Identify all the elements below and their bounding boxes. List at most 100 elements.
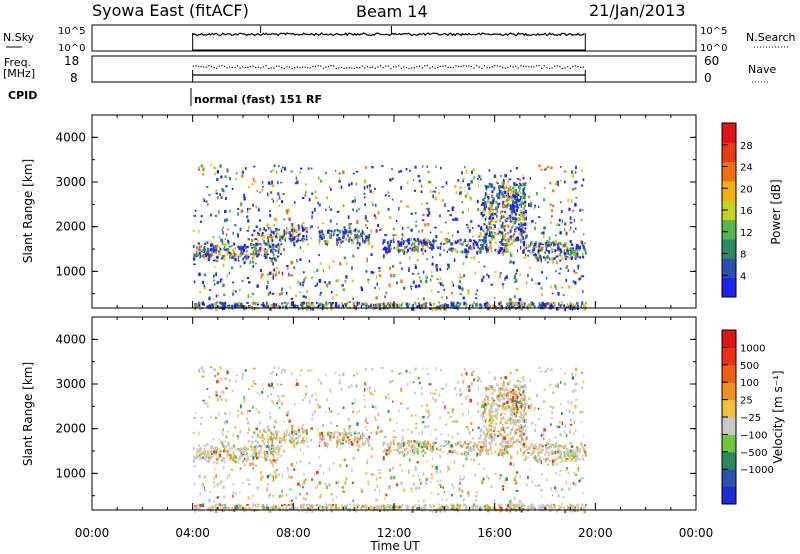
- power-cell: [528, 303, 530, 306]
- power-cell: [581, 255, 584, 259]
- velocity-cell: [522, 445, 526, 449]
- power-cell: [263, 234, 265, 239]
- nave-dot: [247, 66, 249, 69]
- nave-tick-bottom: 0: [704, 71, 712, 85]
- velocity-cell: [487, 509, 490, 513]
- velocity-cell: [215, 509, 218, 513]
- power-cell: [550, 242, 553, 246]
- velocity-cell: [229, 454, 233, 457]
- power-cell: [378, 274, 381, 277]
- nave-dot: [333, 65, 335, 67]
- power-cell: [465, 253, 468, 256]
- velocity-cell: [333, 432, 336, 437]
- power-cell: [541, 293, 543, 296]
- velocity-cell: [556, 382, 560, 385]
- velocity-cell: [571, 505, 575, 509]
- power-cell: [527, 254, 529, 257]
- nsky-tick-bottom-right: 10^0: [700, 43, 727, 54]
- nave-dot: [291, 67, 293, 70]
- velocity-cell: [525, 458, 527, 461]
- nave-dot: [320, 65, 322, 67]
- velocity-cell: [403, 448, 407, 452]
- power-cell: [522, 191, 525, 195]
- power-cell: [234, 224, 237, 227]
- power-cell: [299, 282, 302, 286]
- power-cell: [502, 202, 504, 205]
- velocity-cell: [540, 506, 542, 510]
- power-cell: [520, 307, 523, 311]
- velocity-cell: [260, 471, 262, 475]
- velocity-cell: [407, 382, 409, 387]
- nave-dot: [483, 65, 486, 67]
- power-cell: [421, 242, 423, 246]
- velocity-cell: [389, 468, 391, 472]
- velocity-cell: [555, 457, 558, 460]
- velocity-cell: [229, 457, 232, 460]
- power-cell: [392, 238, 395, 241]
- velocity-cell: [338, 433, 342, 436]
- nave-dot: [528, 66, 530, 68]
- power-cell: [459, 302, 462, 306]
- nave-dot: [564, 67, 566, 69]
- power-cell: [417, 174, 421, 178]
- power-cell: [277, 192, 280, 196]
- power-cell: [575, 254, 577, 259]
- power-cell: [495, 208, 498, 211]
- power-cell: [505, 185, 507, 188]
- velocity-cell: [473, 442, 476, 446]
- power-cell: [514, 280, 516, 284]
- velocity-cell: [288, 504, 290, 506]
- velocity-cell: [287, 410, 290, 415]
- velocity-cell: [468, 389, 471, 392]
- power-cell: [502, 216, 505, 219]
- velocity-cell: [504, 427, 506, 430]
- power-cell: [307, 243, 310, 246]
- velocity-cell: [329, 421, 332, 425]
- velocity-cell: [528, 405, 530, 409]
- nave-dot: [418, 65, 421, 67]
- power-cell: [386, 241, 389, 245]
- power-cell: [204, 256, 206, 259]
- velocity-cell: [424, 451, 427, 455]
- velocity-cell: [431, 464, 434, 468]
- velocity-cell: [308, 462, 310, 465]
- velocity-cell: [199, 456, 201, 460]
- power-cell: [345, 262, 348, 265]
- power-cell: [483, 237, 486, 240]
- power-cell: [418, 230, 420, 233]
- velocity-cell: [345, 505, 347, 509]
- power-cell: [509, 229, 512, 233]
- power-cell: [331, 305, 333, 309]
- power-cell: [501, 181, 504, 185]
- nave-label: Nave: [748, 63, 776, 76]
- velocity-cell: [506, 401, 509, 404]
- power-cell: [334, 169, 337, 172]
- power-cell: [494, 226, 497, 229]
- power-cell: [238, 247, 241, 251]
- velocity-cell: [566, 451, 569, 454]
- power-cell: [515, 188, 517, 192]
- power-cell: [510, 253, 513, 258]
- power-cell: [427, 223, 430, 226]
- power-cell: [473, 239, 476, 242]
- velocity-cell: [468, 509, 471, 512]
- power-cell: [425, 275, 428, 279]
- power-cell: [322, 234, 324, 238]
- power-cell: [325, 307, 328, 310]
- y-tick-label: 2000: [55, 220, 86, 234]
- power-cell: [423, 238, 427, 240]
- velocity-cell: [198, 474, 201, 479]
- power-cell: [472, 242, 475, 247]
- power-cell: [416, 247, 419, 251]
- velocity-cell: [386, 452, 389, 455]
- power-cell: [225, 218, 228, 222]
- velocity-cell: [521, 503, 524, 506]
- velocity-cell: [472, 447, 475, 450]
- power-cell: [388, 195, 390, 197]
- power-cell: [418, 179, 421, 183]
- velocity-cell: [559, 444, 562, 448]
- power-cell: [520, 200, 523, 203]
- power-cell: [398, 249, 400, 254]
- power-cell: [203, 199, 206, 202]
- velocity-cell: [387, 507, 390, 510]
